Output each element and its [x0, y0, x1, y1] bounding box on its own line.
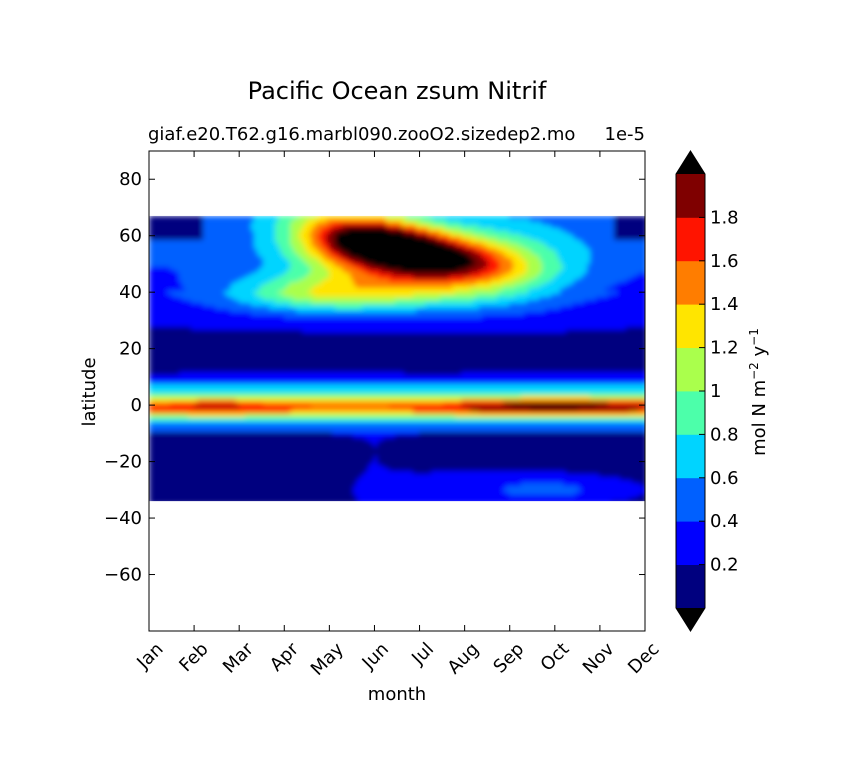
- y-tick-label: 20: [119, 339, 142, 360]
- colorbar-tick-label: 1.2: [710, 338, 739, 359]
- no-data-south: [149, 501, 645, 631]
- colorbar-tick-label: 0.2: [710, 555, 739, 576]
- x-tick-label: Dec: [624, 639, 663, 678]
- colorbar-segment: [676, 391, 705, 435]
- colorbar-segment: [676, 434, 705, 479]
- colorbar-tick-label: 1.4: [710, 294, 739, 315]
- colorbar-label-exp2: −1: [747, 328, 761, 346]
- colorbar-tick-label: 1.8: [710, 207, 739, 228]
- colorbar-segment: [676, 521, 705, 565]
- colorbar-segment: [676, 304, 705, 348]
- colorbar-segment: [676, 217, 705, 262]
- x-tick-label: Feb: [175, 639, 212, 676]
- x-tick-label: May: [307, 638, 348, 679]
- y-tick-label: −60: [104, 565, 142, 586]
- colorbar-tick-label: 1.6: [710, 251, 739, 272]
- colorbar: 0.2 0.4 0.6 0.8 1 1.2 1.4 1.6 1.8: [675, 150, 739, 632]
- colorbar-label-main: mol N m: [749, 380, 770, 456]
- colorbar-segment: [676, 174, 705, 218]
- x-tick-label: Mar: [219, 638, 258, 677]
- scale-label: 1e-5: [605, 124, 645, 145]
- contour-field: [149, 151, 645, 631]
- colorbar-label-exp1: −2: [747, 362, 761, 380]
- x-tick-label: Jul: [407, 639, 438, 670]
- y-tick-label: 40: [119, 282, 142, 303]
- colorbar-segment: [676, 347, 705, 392]
- contour-cells: [149, 215, 645, 505]
- colorbar-tick-label: 1: [710, 381, 721, 402]
- no-data-north: [149, 151, 645, 216]
- colorbar-tick-label: 0.6: [710, 468, 739, 489]
- y-axis-label: latitude: [79, 357, 100, 426]
- colorbar-extend-bottom: [676, 608, 705, 631]
- x-tick-label: Nov: [579, 638, 619, 678]
- y-tick-label: 60: [119, 226, 142, 247]
- colorbar-label-mid: y: [749, 345, 770, 362]
- chart-subtitle: giaf.e20.T62.g16.marbl090.zooO2.sizedep2…: [148, 124, 575, 145]
- x-tick-label: Aug: [444, 639, 484, 679]
- x-tick-label: Jun: [358, 639, 393, 674]
- colorbar-extend-top: [676, 151, 705, 174]
- x-tick-label: Jan: [132, 639, 167, 674]
- plot-frame: [148, 150, 646, 632]
- y-axis: 80 60 40 20 0 −20 −40 −60: [104, 169, 645, 586]
- x-tick-label: Oct: [537, 639, 574, 676]
- colorbar-segment: [676, 477, 705, 522]
- y-tick-label: 0: [131, 395, 142, 416]
- colorbar-tick-label: 0.8: [710, 424, 739, 445]
- colorbar-segment: [676, 260, 705, 305]
- x-axis-label: month: [368, 684, 426, 705]
- y-tick-label: −40: [104, 508, 142, 529]
- y-tick-label: 80: [119, 169, 142, 190]
- x-tick-label: Sep: [489, 639, 528, 678]
- colorbar-label: mol N m−2 y−1: [747, 328, 770, 456]
- colorbar-tick-label: 0.4: [710, 511, 739, 532]
- colorbar-segment: [676, 564, 705, 609]
- colorbar-outline: [675, 150, 706, 632]
- y-tick-label: −20: [104, 452, 142, 473]
- chart-title: Pacific Ocean zsum Nitrif: [248, 77, 547, 105]
- x-tick-label: Apr: [266, 638, 303, 675]
